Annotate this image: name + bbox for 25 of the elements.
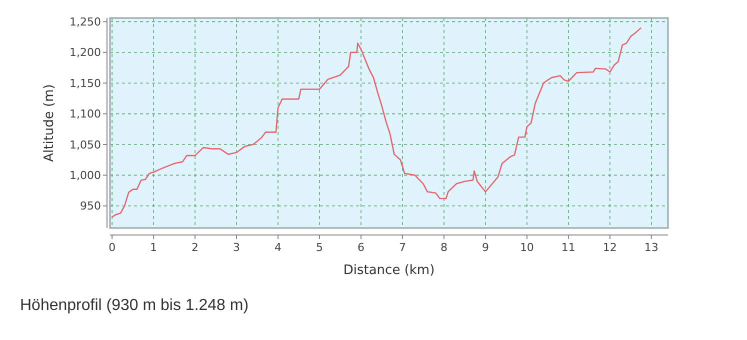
x-tick-label: 1	[150, 241, 158, 254]
y-tick-label: 1,200	[70, 46, 101, 60]
x-tick-label: 6	[357, 241, 364, 254]
x-tick-label: 9	[482, 241, 489, 254]
x-axis-title: Distance (km)	[343, 263, 435, 278]
x-tick-label: 11	[561, 241, 576, 254]
y-tick-label: 1,250	[70, 16, 101, 29]
x-tick-label: 0	[108, 241, 116, 254]
x-tick-label: 12	[602, 241, 617, 254]
y-tick-label: 1,150	[70, 76, 101, 90]
x-tick-label: 3	[233, 241, 240, 254]
y-axis-title: Altitude (m)	[42, 84, 57, 162]
y-tick-label: 1,000	[70, 169, 101, 182]
text: Höhenprofil (930 m bis 1.248 m)	[20, 297, 249, 314]
x-tick-label: 10	[520, 241, 534, 254]
x-tick-label: 4	[274, 241, 282, 254]
y-tick-label: 950	[80, 200, 101, 213]
x-tick-label: 8	[440, 241, 448, 254]
x-tick-label: 7	[398, 241, 406, 254]
y-tick-label: 1,050	[70, 138, 101, 152]
x-tick-label: 2	[192, 241, 199, 254]
line-series	[111, 27, 642, 218]
y-tick-label: 1,100	[70, 108, 101, 121]
x-tick-label: 5	[316, 241, 324, 254]
x-tick-label: 13	[644, 241, 658, 254]
